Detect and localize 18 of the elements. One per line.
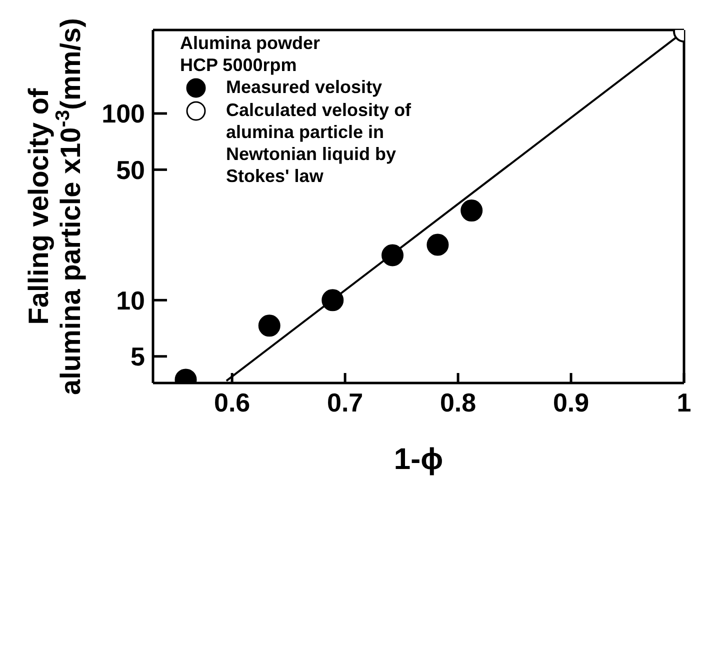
annotation: HCP 5000rpm bbox=[180, 54, 298, 76]
x-tick-label: 0.9 bbox=[552, 387, 590, 418]
point bbox=[382, 244, 404, 266]
annotation: Alumina powder bbox=[180, 32, 322, 54]
y-tick-label: 10 bbox=[116, 285, 145, 316]
x-tick-label: 1 bbox=[676, 387, 692, 418]
y-tick-label: 100 bbox=[102, 98, 145, 129]
x-tick-label: 0.7 bbox=[326, 387, 364, 418]
y-tick-label: 50 bbox=[116, 154, 145, 185]
point bbox=[460, 200, 483, 222]
legend-label: Calculated velosity of alumina particle in Newtonian liquid by Stokes' law bbox=[226, 99, 412, 187]
y-tick-label: 5 bbox=[130, 342, 145, 372]
x-tick-label: 0.8 bbox=[440, 387, 476, 418]
point bbox=[322, 289, 344, 312]
x-axis-title: 1-ϕ bbox=[394, 443, 444, 476]
point bbox=[426, 234, 449, 256]
legend-label: Measured velosity bbox=[226, 76, 384, 98]
x-tick-label: 0.6 bbox=[214, 387, 250, 418]
